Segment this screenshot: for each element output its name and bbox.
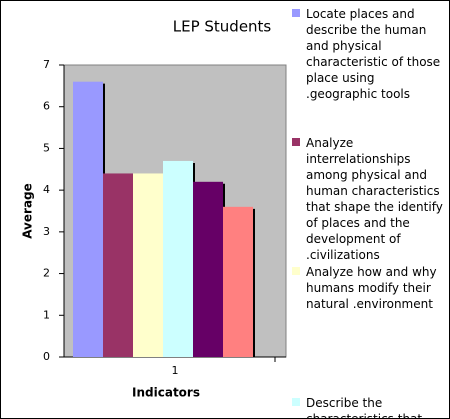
legend-swatch <box>292 398 300 406</box>
legend-label: Analyze interrelationships among physica… <box>306 136 443 262</box>
y-tick-label: 2 <box>43 267 50 280</box>
bar <box>103 173 133 357</box>
y-tick-label: 6 <box>43 100 50 113</box>
y-tick-label: 3 <box>43 225 50 238</box>
legend-label: Describe the characteristics that <box>306 396 423 419</box>
legend-label: Analyze how and why humans modify their … <box>306 265 437 311</box>
legend-swatch <box>292 138 300 146</box>
legend-label: Locate places and describe the human and… <box>306 7 441 101</box>
bar <box>133 173 163 357</box>
x-tick-label: 1 <box>172 364 179 377</box>
legend-swatch <box>292 9 300 17</box>
x-axis-label: Indicators <box>132 386 200 400</box>
y-tick-label: 0 <box>43 350 50 363</box>
y-tick-label: 4 <box>43 183 50 196</box>
y-tick-label: 5 <box>43 141 50 154</box>
y-tick-label: 1 <box>43 308 50 321</box>
y-tick-label: 7 <box>43 58 50 71</box>
bar <box>193 181 223 357</box>
y-axis-label: Average <box>21 183 35 239</box>
legend-swatch <box>292 267 300 275</box>
bar <box>163 160 193 357</box>
bar <box>73 81 103 357</box>
bar <box>223 206 253 357</box>
chart-title: LEP Students <box>173 18 272 36</box>
